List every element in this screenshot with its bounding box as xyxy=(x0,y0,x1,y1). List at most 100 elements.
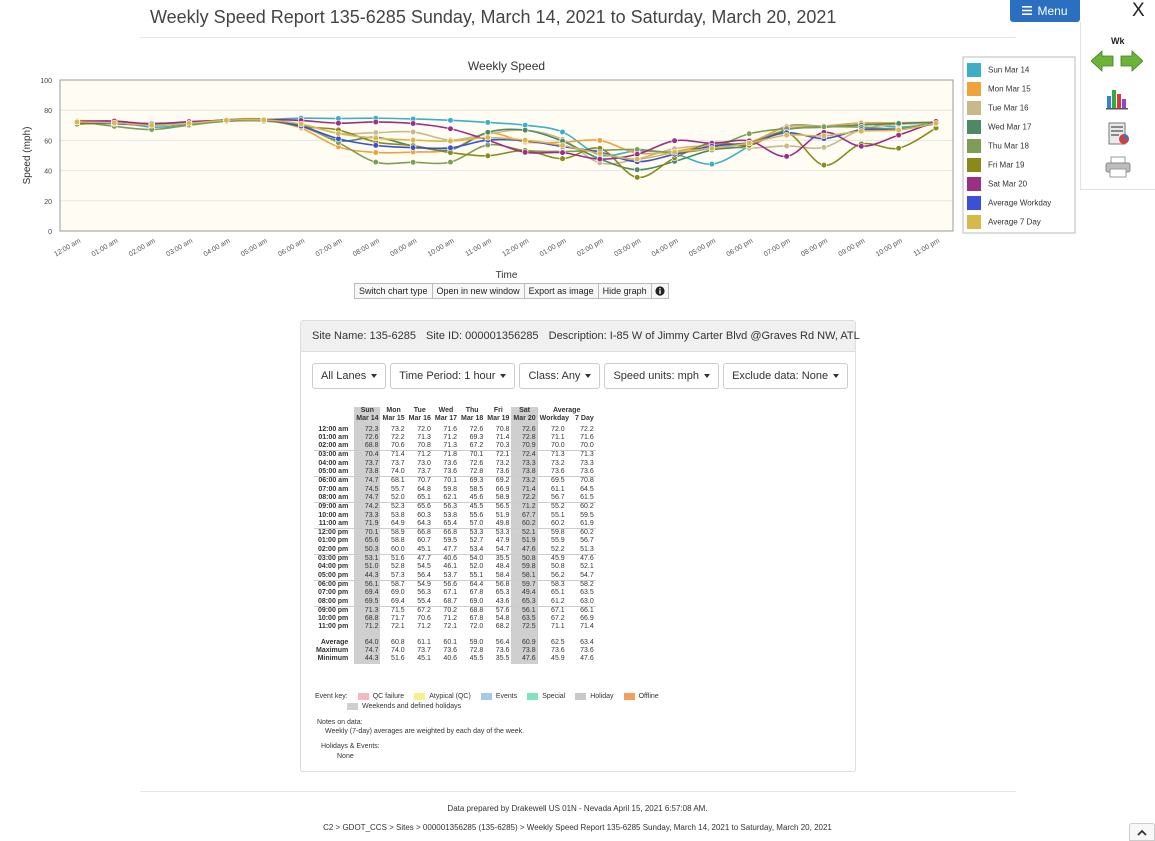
data-point[interactable] xyxy=(708,161,716,168)
data-point[interactable] xyxy=(223,117,230,124)
speed-units-dropdown[interactable]: Speed units: mph xyxy=(604,363,720,389)
printer-icon[interactable] xyxy=(1105,156,1131,183)
legend-swatch[interactable] xyxy=(967,120,981,134)
data-point[interactable] xyxy=(484,119,491,126)
legend-swatch[interactable] xyxy=(967,82,981,96)
bar-chart-icon[interactable] xyxy=(1105,86,1131,115)
close-button[interactable]: X xyxy=(1132,0,1145,21)
data-point[interactable] xyxy=(820,132,828,139)
lanes-dropdown[interactable]: All Lanes xyxy=(312,363,387,389)
data-point[interactable] xyxy=(596,156,603,163)
data-point[interactable] xyxy=(335,135,342,142)
scroll-to-top-button[interactable] xyxy=(1129,823,1155,841)
legend-swatch[interactable] xyxy=(967,177,981,191)
data-point[interactable] xyxy=(484,134,491,141)
arrow-left-right-icon[interactable] xyxy=(1090,50,1144,77)
data-point[interactable] xyxy=(522,136,529,144)
legend-swatch[interactable] xyxy=(967,196,981,210)
data-point[interactable] xyxy=(783,132,790,139)
report-icon[interactable] xyxy=(1107,122,1131,151)
legend-entry[interactable]: Thu Mar 18 xyxy=(988,142,1029,151)
table-cell: 44.3 xyxy=(354,571,381,581)
breadcrumb[interactable]: C2 > GDOT_CCS > Sites > 000001356285 (13… xyxy=(323,823,832,832)
data-point[interactable] xyxy=(895,145,902,152)
menu-button[interactable]: Menu xyxy=(1010,0,1080,22)
switch-chart-type-button[interactable]: Switch chart type xyxy=(355,284,433,298)
class-dropdown[interactable]: Class: Any xyxy=(519,363,601,389)
data-point[interactable] xyxy=(447,159,454,166)
legend-swatch[interactable] xyxy=(967,215,981,229)
data-point[interactable] xyxy=(559,155,566,162)
legend-swatch[interactable] xyxy=(967,63,981,77)
legend-entry[interactable]: Wed Mar 17 xyxy=(988,123,1032,132)
data-point[interactable] xyxy=(895,126,902,134)
data-point[interactable] xyxy=(783,142,790,150)
data-point[interactable] xyxy=(447,125,454,132)
data-point[interactable] xyxy=(410,159,417,166)
legend-entry[interactable]: Sat Mar 20 xyxy=(988,180,1028,189)
data-point[interactable] xyxy=(297,120,305,128)
data-point[interactable] xyxy=(522,127,529,134)
data-point[interactable] xyxy=(634,174,641,181)
data-point[interactable] xyxy=(858,143,865,150)
data-point[interactable] xyxy=(484,129,491,136)
legend-entry[interactable]: Average 7 Day xyxy=(988,218,1041,227)
data-point[interactable] xyxy=(820,144,828,151)
data-point[interactable] xyxy=(447,117,454,124)
data-point[interactable] xyxy=(559,128,566,136)
legend-entry[interactable]: Fri Mar 19 xyxy=(988,161,1025,170)
data-point[interactable] xyxy=(895,132,902,139)
data-point[interactable] xyxy=(671,137,678,144)
export-image-button[interactable]: Export as image xyxy=(525,284,599,298)
data-point[interactable] xyxy=(372,142,379,149)
data-point[interactable] xyxy=(596,137,603,144)
data-point[interactable] xyxy=(559,142,566,149)
exclude-data-dropdown[interactable]: Exclude data: None xyxy=(723,363,849,389)
legend-entry[interactable]: Mon Mar 15 xyxy=(988,85,1031,94)
data-point[interactable] xyxy=(932,120,940,127)
data-point[interactable] xyxy=(596,150,603,157)
legend-swatch[interactable] xyxy=(967,101,981,115)
legend-entry[interactable]: Sun Mar 14 xyxy=(988,66,1030,75)
data-point[interactable] xyxy=(559,149,566,156)
data-point[interactable] xyxy=(148,122,155,129)
table-cell: 53.7 xyxy=(443,571,458,579)
data-point[interactable] xyxy=(447,144,454,151)
data-point[interactable] xyxy=(746,140,753,147)
data-point[interactable] xyxy=(410,128,417,136)
data-point[interactable] xyxy=(671,149,678,156)
data-point[interactable] xyxy=(820,162,828,169)
data-point[interactable] xyxy=(484,152,491,159)
legend-swatch[interactable] xyxy=(967,139,981,153)
data-point[interactable] xyxy=(410,120,417,127)
data-point[interactable] xyxy=(111,119,118,126)
legend-entry[interactable]: Tue Mar 16 xyxy=(988,104,1029,113)
data-point[interactable] xyxy=(820,123,828,130)
open-new-window-button[interactable]: Open in new window xyxy=(433,284,525,298)
data-point[interactable] xyxy=(372,118,379,126)
data-point[interactable] xyxy=(372,135,379,142)
data-point[interactable] xyxy=(447,138,454,145)
data-point[interactable] xyxy=(372,149,379,156)
data-point[interactable] xyxy=(260,116,267,123)
data-point[interactable] xyxy=(73,118,81,126)
legend-entry[interactable]: Average Workday xyxy=(988,199,1051,208)
time-period-dropdown[interactable]: Time Period: 1 hour xyxy=(390,363,516,389)
data-point[interactable] xyxy=(634,156,641,163)
legend-swatch[interactable] xyxy=(967,158,981,172)
data-point[interactable] xyxy=(783,153,790,160)
data-point[interactable] xyxy=(335,130,342,137)
data-point[interactable] xyxy=(410,144,417,151)
data-point[interactable] xyxy=(185,120,193,127)
data-point[interactable] xyxy=(634,166,641,173)
info-icon[interactable] xyxy=(652,284,668,298)
data-point[interactable] xyxy=(372,159,379,166)
data-point[interactable] xyxy=(410,136,417,144)
data-point[interactable] xyxy=(522,149,529,156)
data-point[interactable] xyxy=(746,130,753,137)
data-point[interactable] xyxy=(708,145,716,152)
data-point[interactable] xyxy=(895,120,902,127)
data-point[interactable] xyxy=(858,128,865,135)
data-point[interactable] xyxy=(335,120,342,127)
hide-graph-button[interactable]: Hide graph xyxy=(599,284,652,298)
